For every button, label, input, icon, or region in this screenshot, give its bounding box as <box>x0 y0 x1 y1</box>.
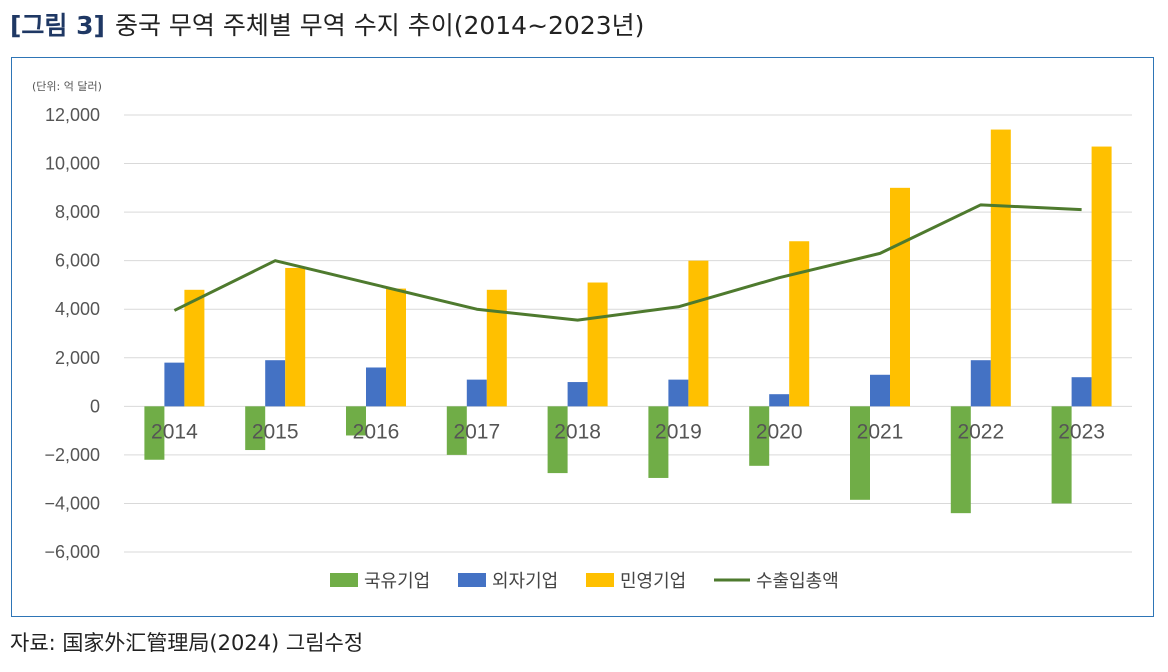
x-tick-label: 2019 <box>655 420 702 443</box>
bar-foreign <box>668 379 689 407</box>
x-tick-label: 2017 <box>453 420 500 443</box>
x-tick-label: 2023 <box>1058 420 1105 443</box>
bar-soe <box>648 406 669 478</box>
bar-soe <box>446 406 467 455</box>
bar-soe <box>245 406 266 451</box>
y-tick-label: −6,000 <box>44 542 100 562</box>
bar-soe <box>749 406 770 466</box>
bar-soe <box>950 406 971 514</box>
bar-foreign <box>164 362 185 407</box>
y-tick-label: 6,000 <box>55 251 100 271</box>
y-tick-label: 10,000 <box>45 154 100 174</box>
bar-private <box>890 187 910 407</box>
legend-swatch <box>586 573 614 587</box>
series-line-total <box>173 203 1082 322</box>
legend-label: 외자기업 <box>492 571 558 592</box>
bar-foreign <box>769 394 790 407</box>
bar-soe <box>144 406 165 460</box>
figure-title-text: 중국 무역 주체별 무역 수지 추이(2014~2023년) <box>114 11 645 40</box>
bar-private <box>184 289 205 407</box>
bar-foreign <box>265 360 286 407</box>
y-tick-label: 4,000 <box>55 299 100 319</box>
bar-soe <box>1051 406 1072 504</box>
legend-swatch <box>458 573 486 587</box>
x-tick-label: 2021 <box>857 420 904 443</box>
x-tick-label: 2022 <box>957 420 1004 443</box>
legend-label: 국유기업 <box>364 571 430 592</box>
figure-tag: [그림 3] <box>10 11 105 40</box>
bar-foreign <box>466 379 487 407</box>
bar-private <box>587 282 608 407</box>
y-tick-label: −4,000 <box>44 493 100 513</box>
y-tick-label: 0 <box>90 396 100 416</box>
x-tick-label: 2020 <box>756 420 803 443</box>
bar-private <box>789 241 810 407</box>
y-tick-label: 2,000 <box>55 348 100 368</box>
unit-note: (단위: 억 달러) <box>32 80 102 93</box>
bar-soe <box>547 406 568 474</box>
bar-private <box>688 260 709 407</box>
chart-frame: (단위: 억 달러) 12,000 10,000 8,000 6,000 4,000 2,0… <box>11 57 1154 617</box>
bar-foreign <box>1071 377 1092 407</box>
bar-private <box>1091 146 1112 407</box>
bar-private <box>386 288 406 407</box>
figure-title: [그림 3] 중국 무역 주체별 무역 수지 추이(2014~2023년) <box>10 8 644 44</box>
x-tick-label: 2016 <box>353 420 400 443</box>
bar-private <box>486 289 507 407</box>
bar-private <box>990 129 1011 407</box>
bar-foreign <box>970 360 991 407</box>
x-tick-label: 2015 <box>252 420 299 443</box>
bar-foreign <box>366 367 386 407</box>
bar-soe <box>346 406 366 436</box>
y-tick-label: −2,000 <box>44 445 100 465</box>
legend-swatch <box>330 573 358 587</box>
chart-svg: (단위: 억 달러) 12,000 10,000 8,000 6,000 4,000 2,0… <box>32 80 1132 592</box>
y-tick-label: 12,000 <box>45 105 100 125</box>
x-tick-label: 2014 <box>151 420 198 443</box>
source-note: 자료: 国家外汇管理局(2024) 그림수정 <box>10 631 364 655</box>
bar-foreign <box>870 374 890 407</box>
bar-private <box>285 267 306 407</box>
x-tick-label: 2018 <box>554 420 601 443</box>
legend-label: 민영기업 <box>620 571 686 592</box>
bar-foreign <box>567 382 588 407</box>
legend-label: 수출입총액 <box>756 571 839 592</box>
y-tick-label: 8,000 <box>55 202 100 222</box>
bar-soe <box>850 406 870 500</box>
